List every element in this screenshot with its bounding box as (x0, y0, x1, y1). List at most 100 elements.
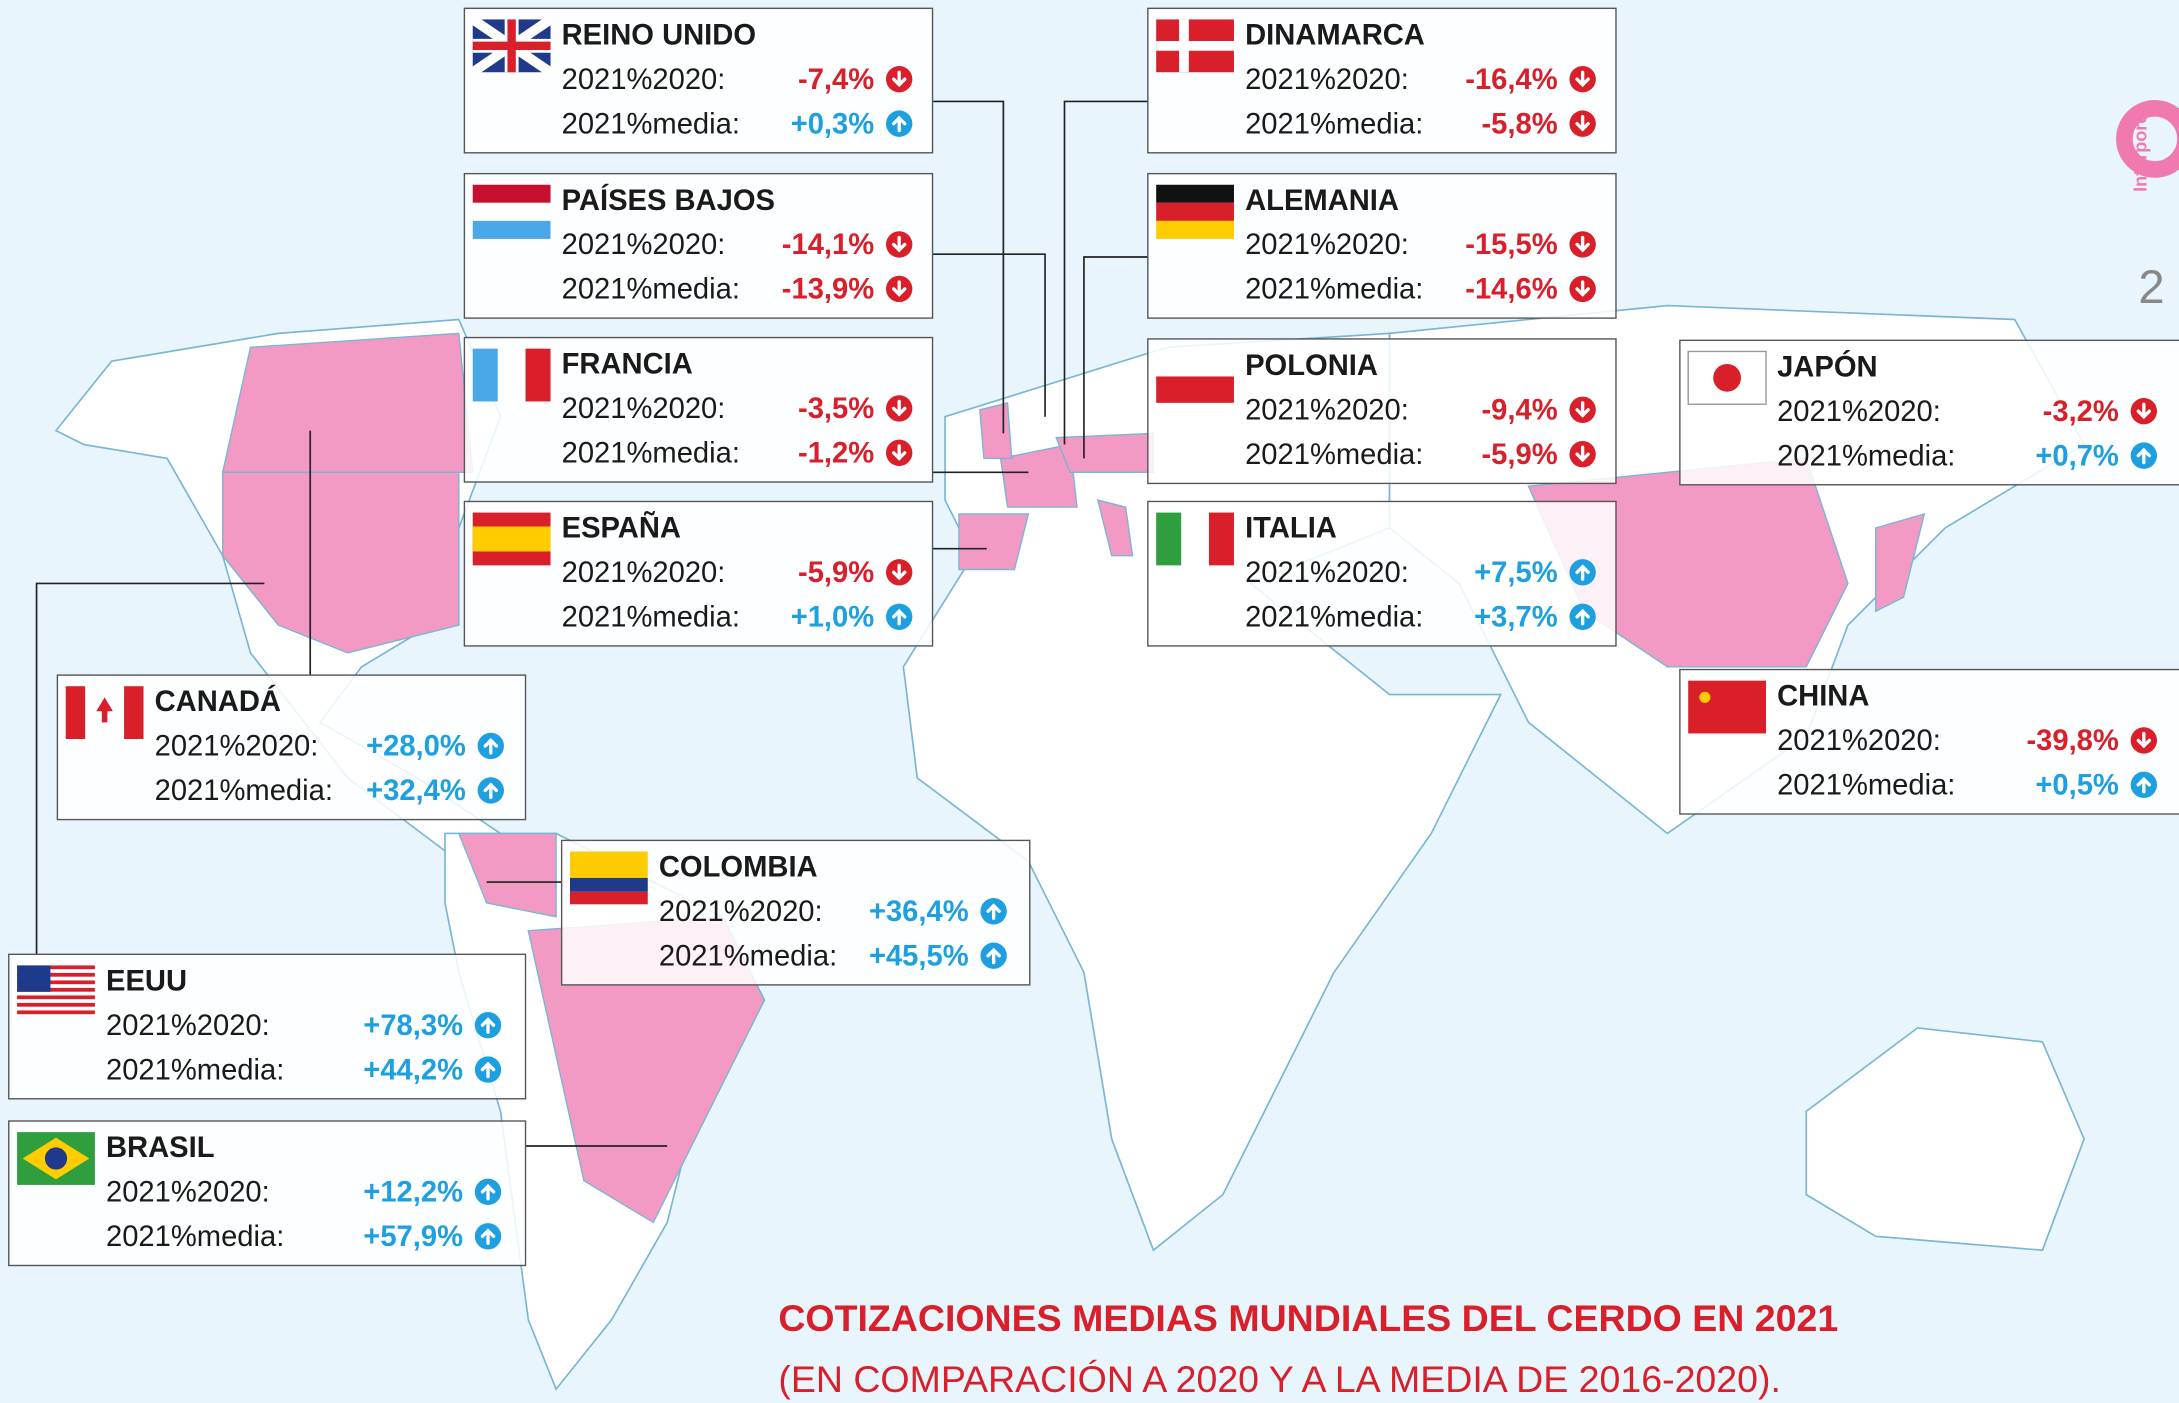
row-value: +44,2% (363, 1054, 463, 1086)
trend-arrow (891, 563, 907, 581)
trend-arrow (986, 903, 1001, 920)
row-label: 2021%2020: (1777, 396, 1941, 428)
country-name: COLOMBIA (659, 852, 818, 884)
country-name: POLONIA (1245, 350, 1378, 382)
country-card: ITALIA 2021%2020: +7,5% 2021%media: +3,7% (1147, 500, 1617, 647)
flag (1713, 363, 1741, 392)
flag (96, 697, 113, 723)
brand: Interporc (2131, 114, 2151, 192)
trend-arrow (480, 1017, 496, 1034)
country-name: ESPAÑA (562, 511, 681, 545)
row-value: +32,4% (366, 775, 466, 807)
row-value: +7,5% (1474, 557, 1558, 589)
row-value: -13,9% (782, 274, 874, 306)
row-label: 2021%media: (1245, 439, 1423, 471)
row-label: 2021%media: (106, 1221, 284, 1253)
row-label: 2021%media: (106, 1054, 284, 1086)
flag (472, 348, 498, 402)
flag (1208, 512, 1234, 566)
flag (499, 348, 525, 402)
row-label: 2021%2020: (562, 64, 726, 96)
flag (1688, 680, 1766, 734)
row-value: +12,2% (363, 1177, 463, 1209)
flag (17, 1002, 95, 1007)
country-name: BRASIL (106, 1132, 215, 1164)
country-card: POLONIA 2021%2020: -9,4% 2021%media: -5,9% (1147, 338, 1617, 485)
trend-arrow (891, 115, 907, 133)
row-label: 2021%media: (562, 274, 740, 306)
country-card: CANADÁ 2021%2020: +28,0% 2021%media: +32,4% (56, 674, 527, 821)
connector-lines (35, 100, 1148, 1147)
row-label: 2021%media: (562, 108, 740, 140)
trend-arrow (1575, 401, 1590, 418)
card-box (1147, 500, 1617, 647)
row-label: 2021%2020: (1777, 725, 1941, 757)
flag (44, 1147, 68, 1170)
country-card: EEUU 2021%2020: +78,3% 2021%media: +44,2% (8, 953, 527, 1100)
logo (2116, 100, 2179, 178)
row-value: +57,9% (363, 1221, 463, 1253)
country-name: EEUU (106, 965, 187, 997)
trend-arrow (891, 70, 907, 88)
flag (1156, 350, 1234, 377)
row-label: 2021%media: (1245, 274, 1423, 306)
row-label: 2021%2020: (106, 1010, 270, 1042)
row-value: +28,0% (366, 731, 466, 763)
country-name: CANADÁ (155, 684, 281, 718)
trend-arrow (483, 782, 499, 800)
country-name: DINAMARCA (1245, 19, 1425, 51)
flag (17, 965, 51, 992)
row-value: -15,5% (1465, 229, 1557, 261)
country-card: CHINA 2021%2020: -39,8% 2021%media: +0,5% (1679, 668, 2179, 815)
row-label: 2021%media: (1777, 770, 1955, 802)
row-label: 2021%media: (562, 438, 740, 470)
row-label: 2021%media: (1245, 108, 1423, 140)
country-card: REINO UNIDO 2021%2020: -7,4% 2021%media: +0,… (463, 7, 934, 154)
flag (17, 980, 95, 985)
flag (1182, 512, 1208, 566)
row-value: +1,0% (791, 601, 875, 633)
flag (17, 965, 95, 970)
flag (1156, 512, 1182, 566)
country-name: REINO UNIDO (562, 19, 756, 51)
row-label: 2021%2020: (1245, 557, 1409, 589)
title: COTIZACIONES MEDIAS MUNDIALES DEL CERDO … (778, 1297, 1838, 1339)
country-name: ALEMANIA (1245, 185, 1399, 217)
flag (472, 220, 551, 239)
row-value: -5,8% (1481, 108, 1557, 140)
trend-arrow (480, 1183, 496, 1201)
row-value: -14,1% (782, 229, 874, 261)
trend-arrow (2136, 402, 2152, 420)
flag (65, 686, 86, 740)
trend-arrow (891, 444, 907, 461)
flag (1156, 19, 1234, 73)
row-label: 2021%media: (562, 601, 740, 633)
row-value: -16,4% (1465, 64, 1557, 96)
trend-arrow (1575, 70, 1590, 88)
flag (472, 184, 551, 203)
row-value: -1,2% (798, 438, 874, 470)
row-value: +0,5% (2035, 770, 2119, 802)
row-value: +45,5% (869, 940, 969, 972)
flag (1699, 691, 1711, 703)
page-number: 2 (2138, 261, 2164, 314)
country-card: ALEMANIA 2021%2020: -15,5% 2021%media: -14,6… (1147, 172, 1617, 319)
country-card: JAPÓN 2021%2020: -3,2% 2021%media: +0,7% (1679, 339, 2179, 486)
flag (1156, 376, 1234, 403)
country-card: DINAMARCA 2021%2020: -16,4% 2021%media: -5,8… (1147, 7, 1617, 154)
trend-arrow (986, 947, 1001, 965)
country-card: COLOMBIA 2021%2020: +36,4% 2021%media: +45,5… (560, 839, 1031, 986)
row-label: 2021%2020: (106, 1177, 270, 1209)
row-label: 2021%2020: (155, 731, 319, 763)
trend-arrow (2136, 776, 2152, 794)
row-value: +36,4% (869, 896, 969, 928)
row-label: 2021%2020: (562, 393, 726, 425)
trend-arrow (1575, 608, 1590, 626)
country-card: BRASIL 2021%2020: +12,2% 2021%media: +57,9% (8, 1120, 527, 1267)
row-label: 2021%2020: (1245, 64, 1409, 96)
flag (472, 526, 551, 552)
row-value: +0,7% (2035, 440, 2119, 472)
flag (472, 202, 551, 221)
row-value: -9,4% (1481, 395, 1557, 427)
flag (17, 995, 95, 1000)
